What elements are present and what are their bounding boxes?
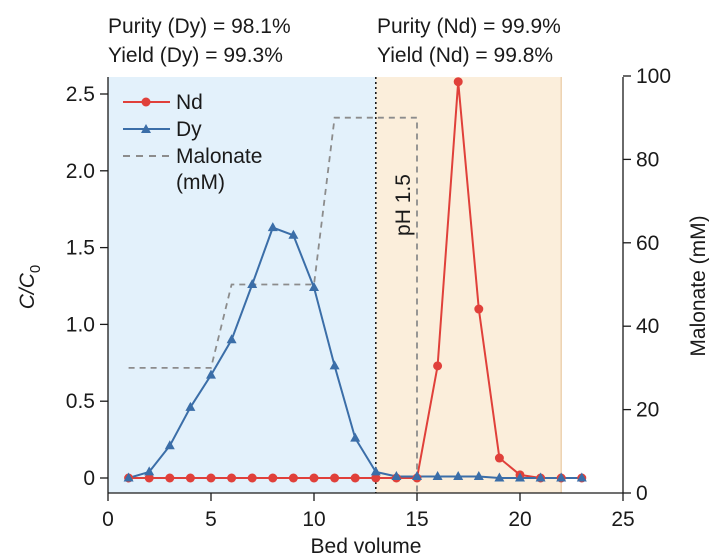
dy-point-7	[247, 278, 258, 288]
dy-point-11	[329, 360, 340, 370]
dy-point-4	[185, 401, 196, 411]
y-axis-label-right: Malonate (mM)	[687, 215, 709, 356]
ph-label: pH 1.5	[392, 174, 415, 236]
dy-point-20	[515, 472, 525, 482]
dy-point-15	[412, 470, 422, 480]
nd-point-11	[330, 473, 340, 483]
y-right-tick-label-0: 0	[636, 482, 648, 505]
legend-nd-label: Nd	[176, 91, 203, 114]
legend-dy-label: Dy	[176, 118, 202, 141]
nd-point-5	[206, 473, 216, 483]
nd-yield-annotation: Yield (Nd) = 99.8%	[377, 44, 554, 67]
dy-point-22	[556, 472, 567, 482]
x-tick-label-20: 20	[508, 508, 531, 531]
legend-malonate-unit: (mM)	[176, 171, 225, 194]
nd-region	[375, 77, 562, 493]
malonate-series-line	[128, 116, 418, 493]
dy-point-21	[535, 472, 546, 482]
dy-point-9	[288, 229, 299, 239]
legend-nd-marker	[141, 97, 151, 107]
dy-point-3	[164, 440, 175, 450]
dy-point-13	[370, 466, 381, 476]
y-right-tick-label-40: 40	[636, 315, 659, 338]
nd-point-16	[433, 361, 443, 371]
dy-point-19	[494, 472, 505, 482]
y-axis-label-left: C/C0	[16, 265, 44, 310]
nd-point-4	[185, 473, 195, 483]
dy-point-12	[350, 432, 361, 442]
dy-point-17	[453, 470, 464, 480]
nd-purity-annotation: Purity (Nd) = 99.9%	[377, 15, 561, 38]
y-left-tick-label-1.5: 1.5	[66, 237, 95, 260]
y-axis-label-sub: 0	[27, 265, 44, 273]
nd-point-19	[494, 453, 504, 463]
y-right-tick-label-100: 100	[636, 65, 671, 88]
x-tick-label-25: 25	[611, 508, 634, 531]
nd-point-13	[371, 473, 381, 483]
y-right-tick-label-80: 80	[636, 148, 659, 171]
y-left-tick-label-2.0: 2.0	[66, 160, 95, 183]
nd-point-8	[268, 473, 278, 483]
dy-point-18	[473, 470, 484, 480]
nd-point-2	[144, 473, 154, 483]
x-tick-label-10: 10	[302, 508, 325, 531]
dy-yield-annotation: Yield (Dy) = 99.3%	[108, 44, 283, 67]
legend-dy-marker	[141, 124, 151, 133]
x-tick-label-5: 5	[205, 508, 217, 531]
y-left-tick-label-1.0: 1.0	[66, 313, 95, 336]
dy-purity-annotation: Purity (Dy) = 98.1%	[108, 15, 291, 38]
nd-point-9	[288, 473, 298, 483]
y-right-tick-label-60: 60	[636, 232, 659, 255]
y-right-tick-label-20: 20	[636, 399, 659, 422]
dy-point-16	[432, 470, 443, 480]
x-tick-label-0: 0	[102, 508, 114, 531]
y-axis-label-main: C/C	[16, 272, 39, 309]
y-left-tick-label-0.5: 0.5	[66, 390, 95, 413]
nd-point-10	[309, 473, 319, 483]
legend-malonate-label: Malonate	[176, 145, 262, 168]
nd-point-7	[247, 473, 257, 483]
dy-point-2	[144, 466, 155, 476]
nd-point-12	[350, 473, 360, 483]
dy-point-8	[267, 222, 278, 232]
dy-point-14	[391, 470, 402, 480]
x-axis-label: Bed volume	[311, 535, 422, 557]
nd-point-17	[453, 77, 463, 87]
dy-point-23	[576, 472, 587, 482]
nd-point-6	[227, 473, 237, 483]
nd-point-3	[165, 473, 175, 483]
y-left-tick-label-2.5: 2.5	[66, 83, 95, 106]
dy-point-6	[226, 334, 237, 344]
y-left-tick-label-0: 0	[83, 467, 95, 490]
nd-point-18	[474, 304, 484, 314]
x-tick-label-15: 15	[405, 508, 428, 531]
dy-point-1	[123, 472, 134, 482]
dy-point-5	[206, 369, 216, 379]
dy-point-10	[309, 282, 319, 292]
